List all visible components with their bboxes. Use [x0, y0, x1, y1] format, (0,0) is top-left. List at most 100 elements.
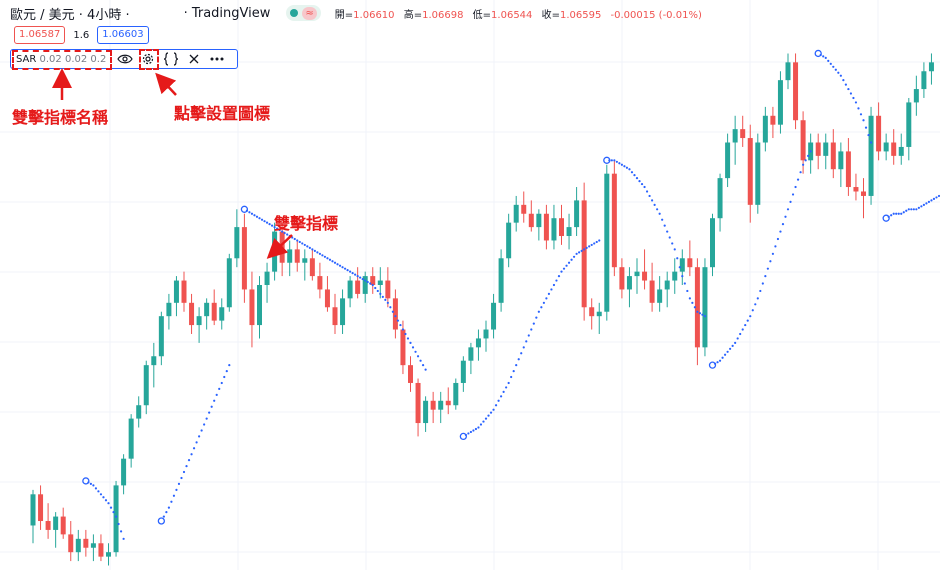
candle-body: [551, 218, 557, 241]
candle-body: [536, 213, 542, 228]
sar-dot: [935, 196, 938, 199]
sar-dot: [107, 502, 110, 505]
sar-dot: [819, 53, 822, 57]
sar-dot: [401, 328, 405, 331]
sar-dot: [915, 208, 918, 211]
sar-dot: [512, 369, 515, 373]
close-label: 收=: [541, 9, 560, 21]
sar-dot: [404, 332, 407, 336]
gear-icon[interactable]: [138, 50, 158, 68]
sar-dot: [547, 292, 551, 296]
sar-dot: [396, 319, 400, 322]
sar-dot: [779, 230, 782, 233]
sar-dot: [703, 315, 707, 318]
sar-dot: [411, 346, 415, 349]
sar-dot: [386, 301, 389, 304]
sar-dot: [258, 217, 261, 220]
candle-body: [392, 298, 398, 330]
source-label: · TradingView: [183, 5, 271, 21]
sar-dot: [369, 282, 372, 285]
sar-dot: [902, 211, 905, 214]
symbol-title[interactable]: 歐元 / 美元 · 4小時 ·: [10, 7, 130, 23]
sar-dot: [739, 332, 742, 336]
candle-body: [53, 516, 59, 530]
close-icon[interactable]: [184, 50, 204, 68]
braces-icon[interactable]: [161, 50, 181, 68]
sar-dot: [323, 255, 327, 258]
sar-dot: [807, 154, 810, 157]
sell-button[interactable]: 1.06587: [14, 26, 66, 44]
candle-body: [30, 494, 36, 526]
sar-dot: [633, 174, 636, 177]
sar-dot: [213, 399, 216, 402]
sar-dot: [215, 393, 218, 396]
sar-dot: [180, 476, 183, 480]
sar-dot: [532, 322, 535, 325]
sar-dot: [208, 411, 211, 414]
sar-dot: [718, 359, 722, 362]
sar-dot: [721, 356, 724, 359]
chart-header: 歐元 / 美元 · 4小時 · · TradingView ≈ 開=1.0661…: [10, 3, 708, 23]
sar-dot: [484, 417, 488, 420]
settings-icon-highlight: [139, 49, 159, 70]
sar-dot: [537, 310, 540, 313]
sar-dot: [336, 263, 339, 266]
sar-dot: [676, 257, 679, 260]
sar-dot: [525, 340, 528, 343]
sar-dot: [857, 107, 860, 110]
market-status[interactable]: ≈: [286, 5, 321, 21]
candle-body: [868, 115, 874, 196]
candle-body: [475, 338, 481, 348]
sar-dot: [464, 433, 467, 437]
candle-body: [596, 311, 602, 317]
candle-body: [151, 356, 157, 366]
sar-dot: [494, 404, 498, 407]
candle-body: [906, 102, 912, 147]
candle-body: [830, 142, 836, 170]
candle-body: [317, 276, 323, 290]
sar-dot: [507, 381, 510, 385]
sar-dot: [746, 319, 749, 322]
sar-dot: [175, 488, 178, 491]
sar-dot: [774, 245, 777, 248]
candle-body: [332, 307, 338, 326]
eye-icon[interactable]: [115, 50, 135, 68]
sar-dot: [346, 269, 349, 272]
candle-body: [702, 267, 708, 348]
sar-dot: [656, 208, 659, 211]
sar-dot: [678, 266, 681, 269]
candle-body: [491, 302, 497, 330]
sar-dot: [318, 252, 321, 255]
sar-dot: [203, 423, 206, 426]
candle-body: [468, 347, 474, 361]
more-icon[interactable]: [207, 50, 227, 68]
candle-body: [913, 89, 919, 103]
sar-dot: [112, 511, 115, 514]
sar-dot: [97, 490, 100, 493]
sar-dot: [185, 464, 188, 468]
sar-dot: [630, 171, 634, 174]
sar-dot: [260, 218, 264, 221]
candle-body: [785, 62, 791, 81]
indicator-legend-row[interactable]: SAR 0.02 0.02 0.2: [10, 49, 238, 69]
indicator-name[interactable]: SAR 0.02 0.02 0.2: [16, 54, 112, 65]
sar-dot: [847, 87, 850, 91]
candle-body: [423, 400, 429, 424]
candle-body: [438, 400, 444, 410]
sar-dot: [273, 226, 276, 229]
buy-button[interactable]: 1.06603: [97, 26, 149, 44]
candle-body: [362, 276, 368, 294]
sar-dot: [210, 405, 213, 408]
sar-dot: [623, 165, 626, 168]
sar-dot: [270, 224, 274, 227]
candle-body: [770, 115, 776, 125]
sar-dot: [94, 487, 98, 490]
sar-dot: [177, 482, 181, 486]
sar-dot: [867, 133, 870, 137]
sar-dot: [321, 254, 324, 257]
candle-body: [324, 289, 330, 308]
sar-dot: [761, 282, 764, 285]
sar-dot: [109, 506, 113, 509]
candle-body: [136, 405, 142, 419]
